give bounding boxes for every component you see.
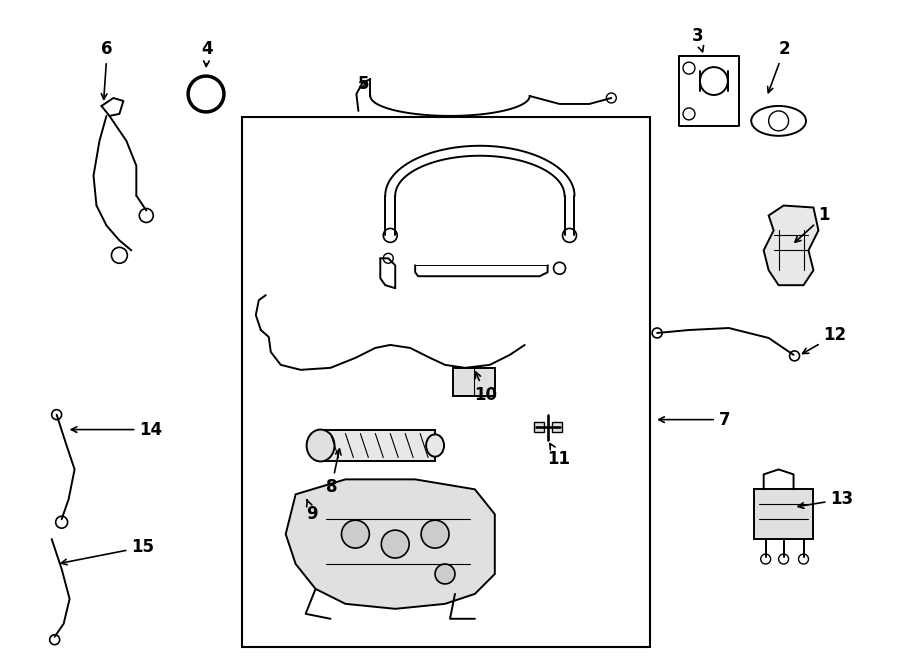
Ellipse shape (426, 434, 444, 457)
Text: 14: 14 (71, 420, 162, 439)
Circle shape (341, 520, 369, 548)
Text: 7: 7 (659, 410, 731, 428)
Circle shape (421, 520, 449, 548)
Circle shape (382, 530, 410, 558)
Text: 4: 4 (201, 40, 212, 67)
Polygon shape (753, 489, 814, 539)
Text: 8: 8 (326, 449, 341, 496)
Text: 3: 3 (692, 27, 704, 52)
Text: 13: 13 (798, 490, 853, 508)
Text: 2: 2 (768, 40, 790, 93)
Text: 10: 10 (474, 372, 497, 404)
Text: 9: 9 (307, 500, 319, 524)
Polygon shape (764, 206, 818, 285)
Circle shape (435, 564, 455, 584)
Text: 15: 15 (61, 538, 154, 564)
Text: 6: 6 (102, 40, 113, 99)
Text: 5: 5 (357, 75, 369, 93)
Text: 12: 12 (803, 326, 847, 354)
Polygon shape (285, 479, 495, 609)
Bar (534, 422, 544, 432)
Polygon shape (320, 430, 435, 461)
Text: 1: 1 (795, 206, 830, 242)
Bar (552, 422, 562, 432)
Bar (453, 368, 495, 396)
Ellipse shape (307, 430, 335, 461)
Text: 11: 11 (547, 444, 571, 469)
Bar (242, 117, 650, 646)
